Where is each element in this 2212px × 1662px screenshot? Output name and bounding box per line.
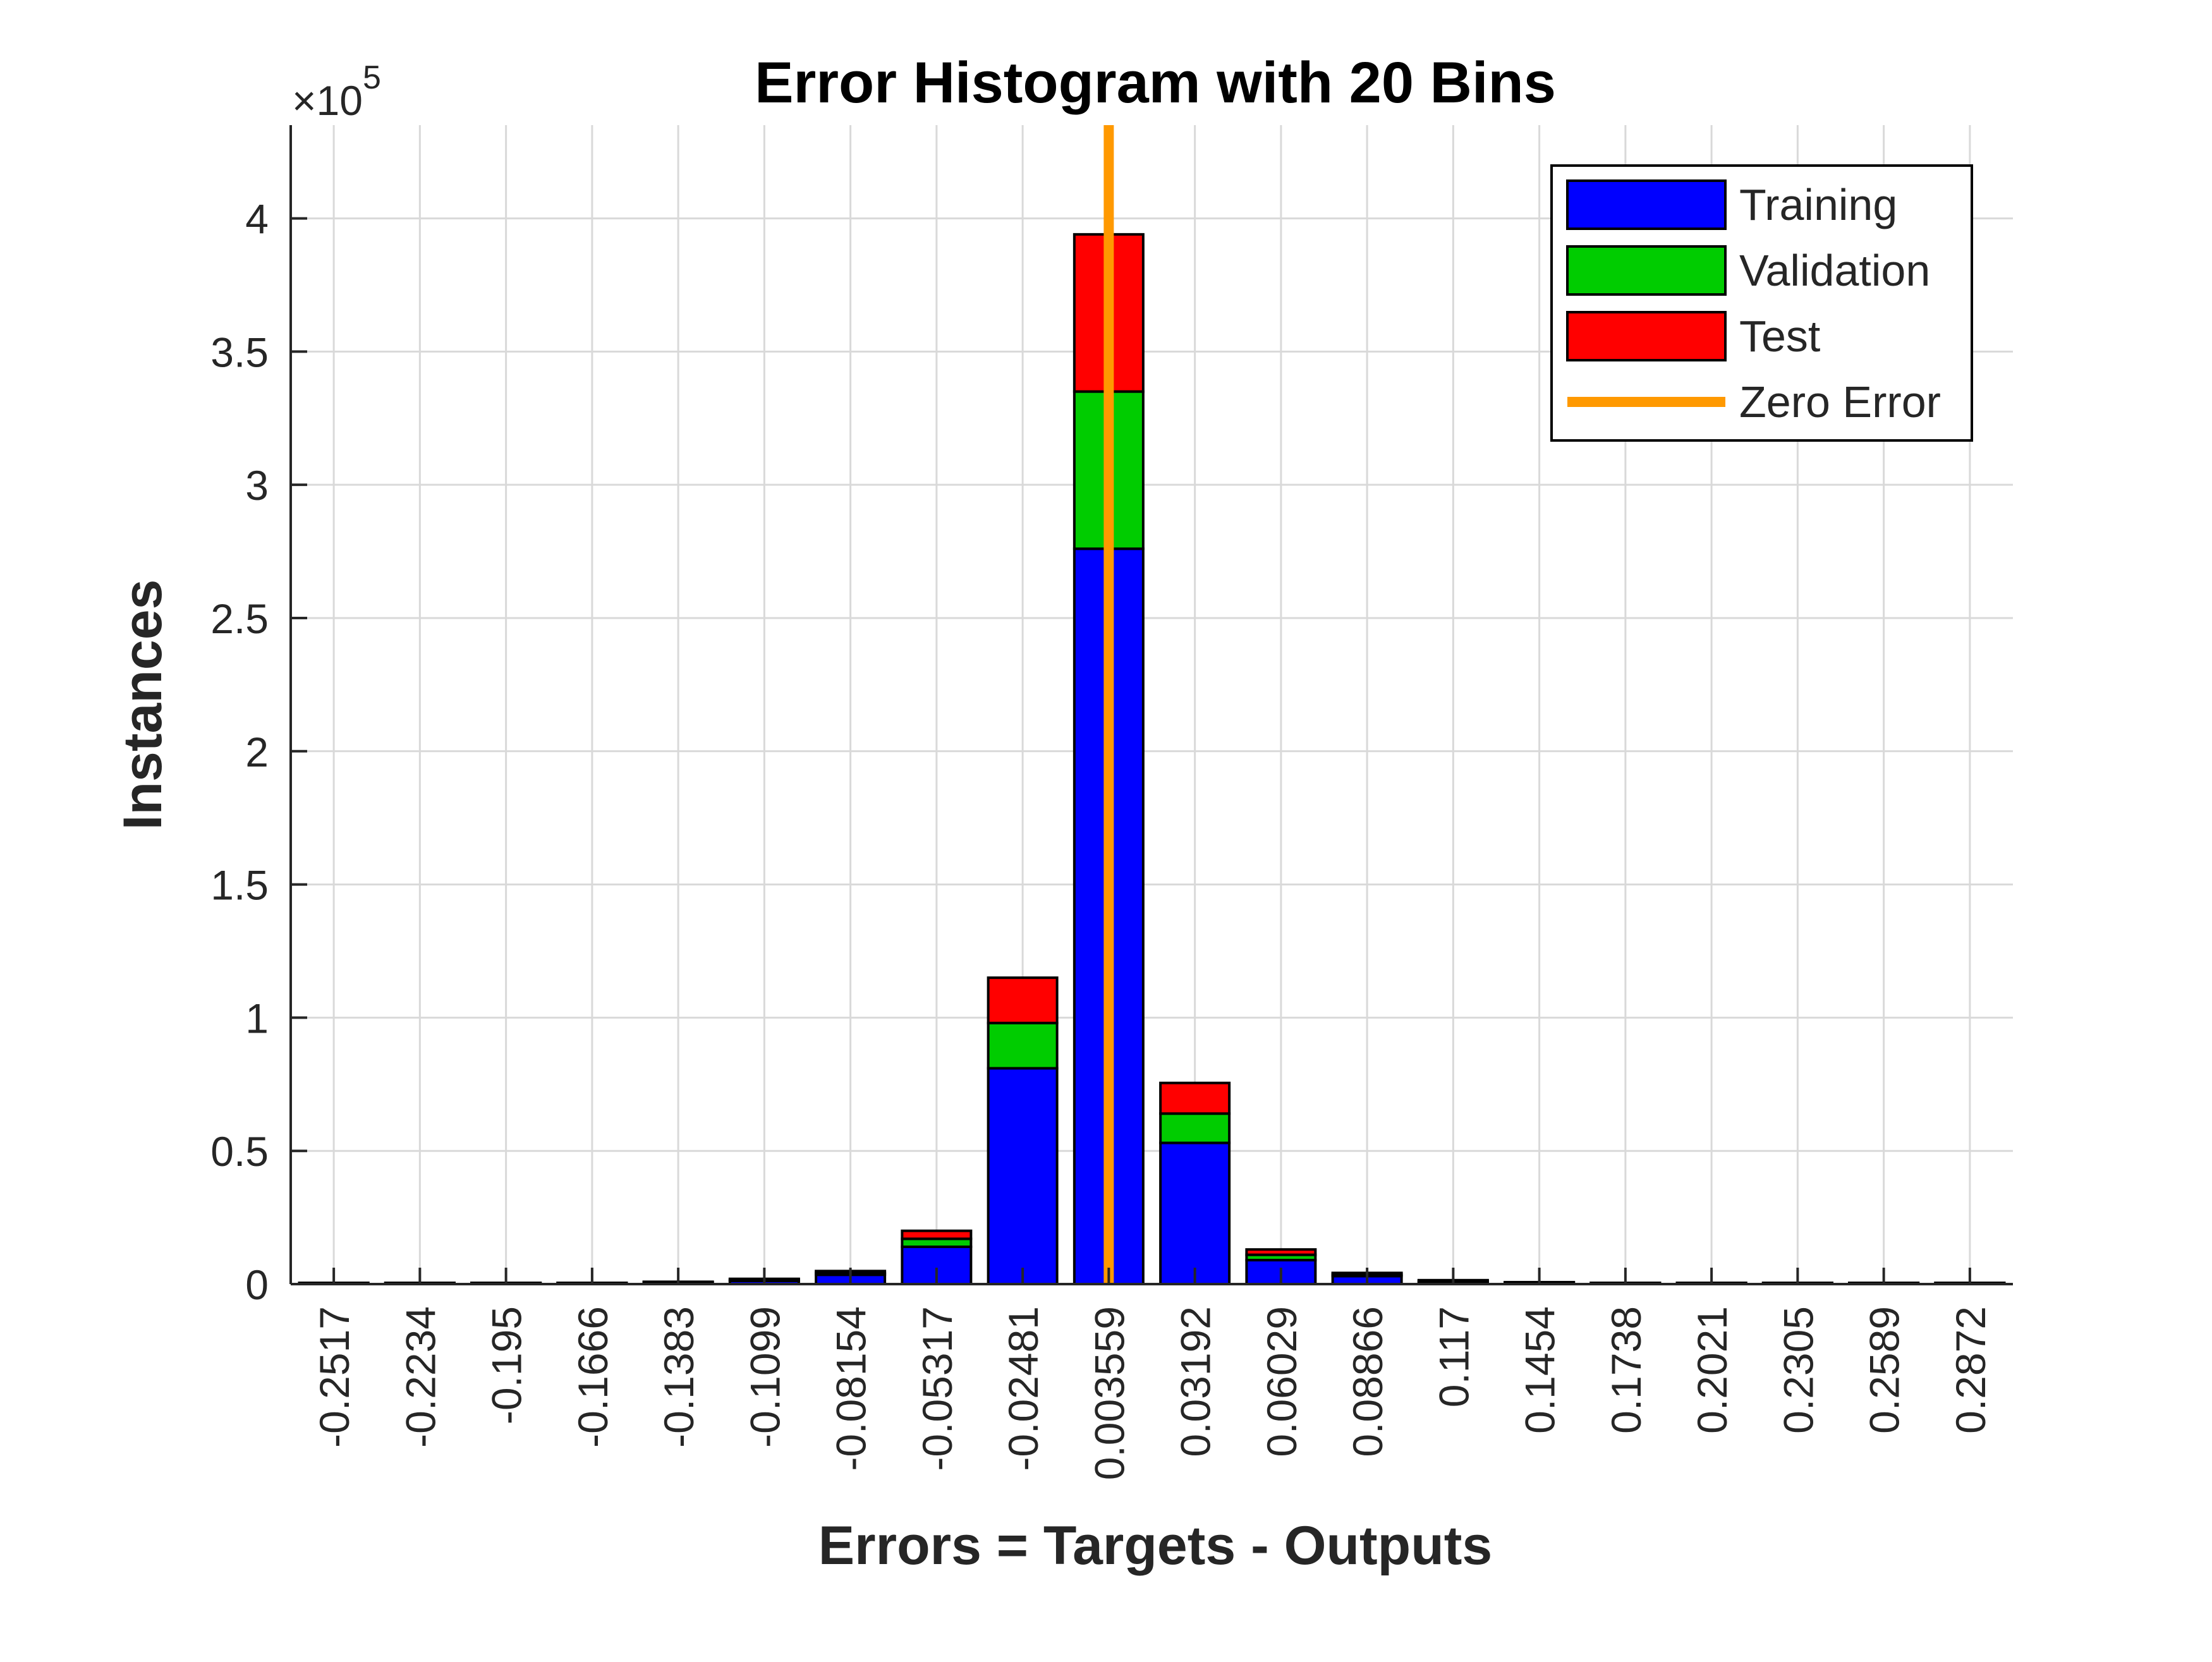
ticks-layer: 0 0.5 1 1.5 2 2.5 3 3.5 4 -0.2517 -0.2234 -0.195 -0.… bbox=[210, 196, 1994, 1481]
legend-swatch-training bbox=[1566, 179, 1727, 230]
y-tick-label: 2.5 bbox=[210, 595, 269, 642]
legend-label-training: Training bbox=[1739, 180, 1897, 229]
x-axis-label: Errors = Targets - Outputs bbox=[818, 1515, 1492, 1576]
x-tick-label: -0.1666 bbox=[569, 1306, 616, 1448]
bar-test-10 bbox=[1159, 1081, 1231, 1115]
legend: Training Validation Test Zero Error bbox=[1550, 164, 1973, 442]
legend-label-zero-error: Zero Error bbox=[1739, 377, 1941, 427]
x-tick-label: 0.2305 bbox=[1775, 1306, 1821, 1434]
bar-training-10 bbox=[1159, 1141, 1231, 1285]
y-tick-label: 3.5 bbox=[210, 329, 269, 375]
x-tick-label: -0.1383 bbox=[655, 1306, 702, 1448]
y-exponent-base: ×10 bbox=[292, 77, 363, 124]
x-tick-label: 0.2021 bbox=[1689, 1306, 1735, 1434]
y-tick-label: 0 bbox=[245, 1261, 269, 1308]
y-tick-label: 3 bbox=[245, 462, 269, 509]
x-tick-label: -0.08154 bbox=[828, 1306, 875, 1471]
bar-test-8 bbox=[987, 976, 1059, 1024]
y-axis-label: Instances bbox=[112, 579, 173, 830]
x-tick-label: 0.2589 bbox=[1861, 1306, 1908, 1434]
axes-layer bbox=[289, 125, 2013, 1285]
y-tick-label: 1 bbox=[245, 995, 269, 1041]
x-tick-label: 0.2872 bbox=[1947, 1306, 1994, 1434]
chart-title: Error Histogram with 20 Bins bbox=[755, 51, 1556, 115]
legend-swatch-test bbox=[1566, 311, 1727, 361]
x-tick-label: 0.1454 bbox=[1517, 1306, 1564, 1434]
y-exponent-label: ×105 bbox=[292, 59, 381, 124]
x-tick-label: -0.2517 bbox=[311, 1306, 358, 1448]
legend-label-validation: Validation bbox=[1739, 246, 1930, 295]
x-tick-label: -0.1099 bbox=[741, 1306, 788, 1448]
x-tick-label: -0.02481 bbox=[1000, 1306, 1047, 1471]
legend-label-test: Test bbox=[1739, 312, 1820, 361]
x-tick-label: 0.06029 bbox=[1258, 1306, 1305, 1457]
bar-test-7 bbox=[901, 1229, 973, 1240]
legend-swatch-validation bbox=[1566, 245, 1727, 296]
y-exponent-power: 5 bbox=[363, 59, 381, 96]
x-tick-label: 0.08866 bbox=[1344, 1306, 1391, 1457]
x-tick-label: -0.05317 bbox=[914, 1306, 961, 1471]
bar-validation-8 bbox=[987, 1021, 1059, 1070]
x-tick-label: 0.117 bbox=[1430, 1306, 1477, 1407]
y-tick-label: 2 bbox=[245, 729, 269, 775]
bar-training-8 bbox=[987, 1067, 1059, 1286]
y-tick-label: 4 bbox=[245, 196, 269, 243]
x-tick-label: 0.03192 bbox=[1172, 1306, 1219, 1457]
bar-test-11 bbox=[1245, 1248, 1317, 1256]
x-tick-label: 0.003559 bbox=[1086, 1306, 1133, 1480]
x-tick-label: -0.2234 bbox=[397, 1306, 444, 1448]
x-tick-label: -0.195 bbox=[483, 1306, 530, 1424]
y-tick-label: 0.5 bbox=[210, 1128, 269, 1175]
y-tick-label: 1.5 bbox=[210, 862, 269, 909]
bar-validation-10 bbox=[1159, 1112, 1231, 1144]
x-tick-label: 0.1738 bbox=[1603, 1306, 1650, 1434]
